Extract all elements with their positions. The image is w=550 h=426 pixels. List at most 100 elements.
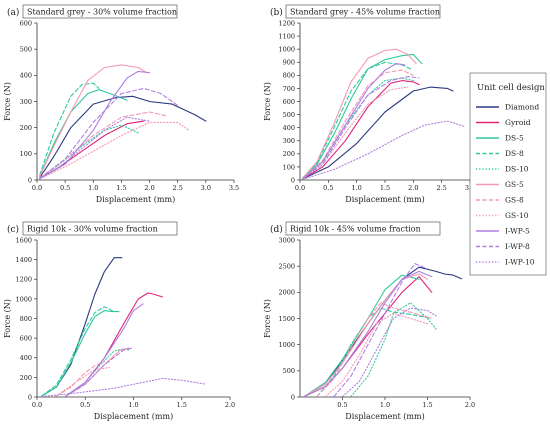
legend-label: I-WP-10 <box>505 258 535 267</box>
legend-label: Gyroid <box>505 118 531 127</box>
x-tick-label: 1.0 <box>380 401 390 409</box>
legend-label: Diamond <box>505 103 539 112</box>
series-line-ds-5 <box>39 89 128 177</box>
series-line-gs-8 <box>316 302 433 398</box>
y-tick-label: 200 <box>20 374 32 382</box>
legend: Unit cell design Diamond Gyroid DS-5 DS-8 DS… <box>469 72 547 276</box>
y-tick-label: 2000 <box>278 289 295 297</box>
x-tick-label: 1.0 <box>351 184 361 192</box>
series-line-i-wp-10 <box>302 120 465 180</box>
x-tick-label: 0.5 <box>323 184 333 192</box>
legend-label: I-WP-8 <box>505 242 530 251</box>
chart-title: Rigid 10k - 45% volume fraction <box>290 225 421 234</box>
x-tick-label: 2.5 <box>436 184 446 192</box>
y-axis-label: Force (N) <box>3 299 12 338</box>
series-line-i-wp-10 <box>341 307 437 398</box>
y-tick-label: 500 <box>283 367 295 375</box>
y-tick-label: 1400 <box>15 256 32 264</box>
series-line-gs-10 <box>39 121 190 180</box>
series-line-gs-8 <box>302 69 414 180</box>
y-tick-label: 1200 <box>15 276 32 284</box>
chart-panel-1: 0 100 200 300 400 500 600 0.0 0.5 1.0 1.5 2.0 2.5 3.0… <box>3 4 239 204</box>
series-line-diamond <box>303 266 463 398</box>
x-tick-label: 1.5 <box>422 401 432 409</box>
panels: 0 100 200 300 400 500 600 0.0 0.5 1.0 1.5 2.0 2.5 3.0… <box>3 4 475 421</box>
y-tick-label: 700 <box>283 85 295 93</box>
y-tick-label: 800 <box>283 72 295 80</box>
legend-label: I-WP-5 <box>505 227 530 236</box>
series-line-ds-5 <box>41 310 120 397</box>
x-tick-label: 1.0 <box>128 401 138 409</box>
title-box <box>22 221 178 236</box>
y-tick-label: 100 <box>20 150 32 158</box>
series-line-i-wp-10 <box>39 116 151 180</box>
chart-panel-3: 0 200 400 600 800 1000 1200 1400 1600 0.0 0.5 1.0 1.… <box>3 221 235 421</box>
y-tick-label: 0 <box>28 393 32 401</box>
series-line-i-wp-5 <box>39 70 151 180</box>
x-tick-label: 0.5 <box>60 184 70 192</box>
x-axis-label: Displacement (mm) <box>345 412 424 421</box>
series-line-i-wp-8 <box>302 76 420 180</box>
chart-title: Rigid 10k - 30% volume fraction <box>27 225 158 234</box>
x-tick-label: 0.5 <box>337 401 347 409</box>
y-tick-label: 1000 <box>278 46 295 54</box>
chart-title: Standard grey - 45% volume fraction <box>290 8 440 17</box>
legend-label: DS-5 <box>505 134 524 143</box>
legend-title: Unit cell design <box>477 83 545 93</box>
x-tick-label: 0.0 <box>32 184 42 192</box>
y-tick-label: 400 <box>20 72 32 80</box>
y-tick-label: 1000 <box>278 341 295 349</box>
y-axis-label: Force (N) <box>3 82 12 121</box>
series-line-ds-8 <box>39 82 100 176</box>
y-tick-label: 900 <box>283 59 295 67</box>
x-tick-label: 0.5 <box>80 401 90 409</box>
legend-label: GS-8 <box>505 196 524 205</box>
series-line-i-wp-5 <box>303 270 433 398</box>
y-tick-label: 0 <box>291 393 295 401</box>
series-line-gs-10 <box>55 367 110 397</box>
legend-items: Diamond Gyroid DS-5 DS-8 DS-10 GS-5 GS-8 GS-10 I… <box>476 103 539 267</box>
series-line-ds-8 <box>302 61 412 179</box>
y-tick-label: 1000 <box>15 295 32 303</box>
y-tick-label: 500 <box>283 111 295 119</box>
y-tick-label: 400 <box>283 124 295 132</box>
series-line-gyroid <box>65 292 163 397</box>
panel-label: (a) <box>7 7 19 18</box>
series-line-diamond <box>39 95 207 178</box>
y-tick-label: 600 <box>283 98 295 106</box>
panel-label: (c) <box>7 224 19 235</box>
y-tick-label: 600 <box>20 335 32 343</box>
series-line-gs-5 <box>302 48 417 179</box>
y-tick-label: 300 <box>283 137 295 145</box>
y-tick-label: 600 <box>20 19 32 27</box>
chart-title: Standard grey - 30% volume fraction <box>27 8 177 17</box>
legend-label: GS-10 <box>505 211 529 220</box>
x-tick-label: 1.5 <box>116 184 126 192</box>
series-line-i-wp-5 <box>302 63 406 180</box>
series-line-gyroid <box>302 80 420 180</box>
panel-label: (b) <box>270 7 283 18</box>
y-tick-label: 300 <box>20 98 32 106</box>
y-tick-label: 800 <box>20 315 32 323</box>
series-line-i-wp-8 <box>65 347 135 397</box>
y-axis-label: Force (N) <box>263 299 272 338</box>
panel-label: (d) <box>270 224 283 235</box>
y-tick-label: 1100 <box>278 32 295 40</box>
title-box <box>22 4 178 19</box>
title-box <box>285 4 441 19</box>
x-tick-label: 2.0 <box>465 401 475 409</box>
x-tick-label: 1.5 <box>380 184 390 192</box>
x-tick-label: 0.0 <box>295 184 305 192</box>
series-line-gs-5 <box>303 273 429 398</box>
y-tick-label: 2500 <box>278 263 295 271</box>
legend-label: DS-10 <box>505 165 529 174</box>
series-line-i-wp-10 <box>41 377 207 398</box>
series-line-diamond <box>302 86 454 180</box>
y-tick-label: 1200 <box>278 19 295 27</box>
chart-panel-2: 0 100 200 300 400 500 600 700 800 900 1000 1100 1200… <box>263 4 475 204</box>
x-tick-label: 3.5 <box>229 184 239 192</box>
y-tick-label: 0 <box>28 176 32 184</box>
series-line-i-wp-8 <box>333 263 429 398</box>
x-tick-label: 1.5 <box>177 401 187 409</box>
